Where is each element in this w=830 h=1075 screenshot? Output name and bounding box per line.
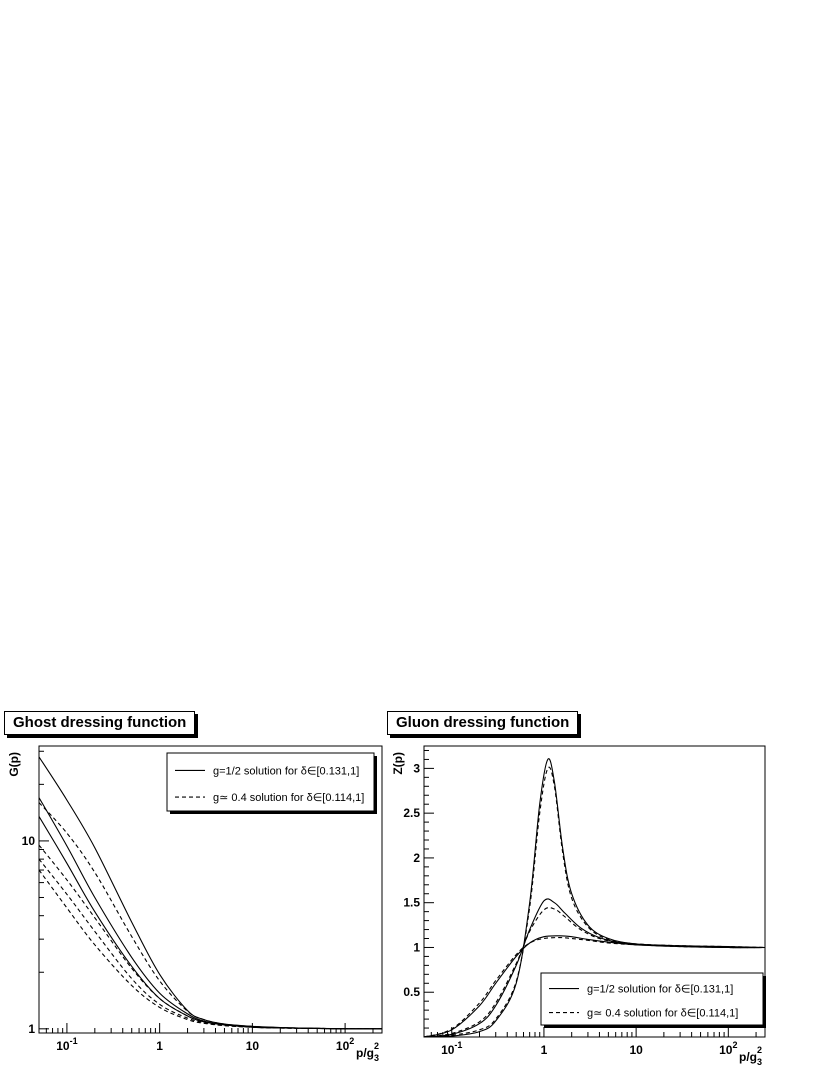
ghost-x-axis-label: p/g32 — [356, 1041, 379, 1063]
gluon-x-tick-label: 10-1 — [441, 1040, 462, 1057]
ghost-plot-frame — [38, 745, 383, 1034]
ghost-series-1-line — [39, 797, 382, 1030]
gluon-x-axis-label: p/g32 — [739, 1045, 762, 1067]
ghost-y-tick-label: 1 — [28, 1022, 35, 1036]
right-chart-title: Gluon dressing function — [387, 711, 579, 735]
gluon-y-tick-label: 1 — [413, 940, 420, 954]
ghost-x-tick-label: 10 — [246, 1039, 260, 1053]
ghost-legend-label: g=1/2 solution for δ∈[0.131,1] — [213, 765, 359, 777]
gluon-x-tick-label: 102 — [719, 1040, 737, 1057]
gluon-series-1-line — [424, 766, 765, 1037]
gluon-y-tick-label: 0.5 — [403, 985, 420, 999]
ghost-x-tick-label: 1 — [156, 1039, 163, 1053]
gluon-y-tick-label: 2 — [413, 851, 420, 865]
ghost-series-3-line — [39, 802, 382, 1030]
left-chart-title: Ghost dressing function — [4, 711, 196, 735]
ghost-y-axis-label: G(p) — [7, 752, 21, 777]
ghost-series-2-line — [39, 816, 382, 1030]
ghost-legend-label: g≃ 0.4 solution for δ∈[0.114,1] — [213, 792, 364, 804]
ghost-x-tick-label: 102 — [336, 1036, 354, 1053]
ghost-x-tick-label: 10-1 — [56, 1036, 77, 1053]
gluon-plot-frame — [423, 745, 766, 1038]
gluon-legend-box — [540, 972, 764, 1026]
ghost-series-4-line — [39, 844, 382, 1030]
gluon-x-tick-label: 1 — [541, 1043, 548, 1057]
gluon-series-5-line — [424, 937, 765, 1037]
gluon-y-tick-label: 2.5 — [403, 806, 420, 820]
gluon-y-tick-label: 3 — [413, 761, 420, 775]
ghost-series-5-line — [39, 858, 382, 1030]
gluon-y-tick-label: 1.5 — [403, 896, 420, 910]
ghost-y-tick-label: 10 — [22, 834, 36, 848]
ghost-chart: 10-1 1 10 102 1 10 G(p) p/g32 g=1/2 solution for… — [7, 745, 383, 1063]
gluon-y-axis-label: Z(p) — [391, 752, 405, 775]
ghost-legend-box — [166, 752, 375, 812]
ghost-series-6-line — [39, 869, 382, 1030]
gluon-legend-label: g≃ 0.4 solution for δ∈[0.114,1] — [587, 1008, 738, 1020]
gluon-chart: 10-1 1 10 102 0.5 1 1.5 2 2.5 3 Z(p) p/g32 g=1/2 sol… — [391, 745, 766, 1067]
gluon-x-tick-label: 10 — [629, 1043, 643, 1057]
gluon-legend-label: g=1/2 solution for δ∈[0.131,1] — [587, 984, 733, 996]
